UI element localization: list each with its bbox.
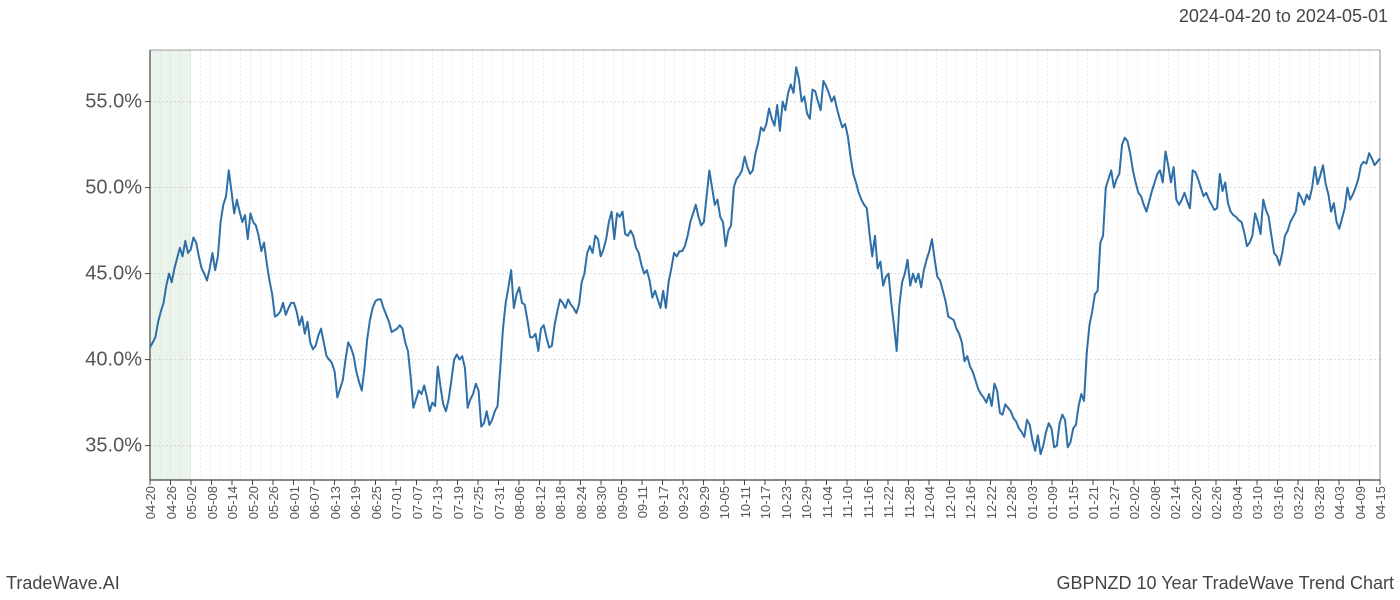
chart-plot-area (150, 50, 1380, 480)
x-axis-tick-label: 01-09 (1045, 486, 1060, 519)
x-axis-tick-label: 04-15 (1373, 486, 1388, 519)
x-axis-tick-label: 07-13 (430, 486, 445, 519)
x-axis-tick-label: 03-04 (1230, 486, 1245, 519)
x-axis-tick-label: 11-28 (902, 486, 917, 518)
x-axis-tick-label: 05-02 (184, 486, 199, 519)
x-axis-tick-label: 08-24 (574, 486, 589, 519)
x-axis-tick-label: 08-06 (512, 486, 527, 519)
x-axis-tick-label: 03-10 (1250, 486, 1265, 519)
x-axis-tick-label: 08-30 (594, 486, 609, 519)
x-axis-tick-label: 07-25 (471, 486, 486, 519)
x-axis-tick-label: 08-12 (533, 486, 548, 519)
x-axis-tick-label: 12-22 (984, 486, 999, 519)
x-axis-tick-label: 09-29 (697, 486, 712, 519)
y-axis-tick-label: 55.0% (85, 90, 142, 113)
x-axis-tick-label: 11-04 (820, 486, 835, 518)
x-axis-tick-label: 09-23 (676, 486, 691, 519)
x-axis-tick-label: 06-13 (328, 486, 343, 519)
x-axis-tick-label: 01-03 (1025, 486, 1040, 519)
x-axis-tick-label: 04-26 (164, 486, 179, 519)
y-axis-tick-label: 45.0% (85, 262, 142, 285)
x-axis-tick-label: 08-18 (553, 486, 568, 519)
x-axis-tick-label: 07-31 (492, 486, 507, 519)
x-axis-tick-label: 04-20 (143, 486, 158, 519)
y-axis-tick-label: 35.0% (85, 434, 142, 457)
x-axis-tick-label: 06-19 (348, 486, 363, 519)
x-axis-tick-label: 03-22 (1291, 486, 1306, 519)
x-axis-tick-label: 01-27 (1107, 486, 1122, 519)
x-axis-tick-label: 12-10 (943, 486, 958, 519)
x-axis-tick-label: 04-03 (1332, 486, 1347, 519)
x-axis-tick-label: 02-02 (1127, 486, 1142, 519)
footer-brand: TradeWave.AI (6, 573, 120, 594)
x-axis-tick-label: 10-11 (738, 486, 753, 518)
x-axis-tick-label: 01-21 (1086, 486, 1101, 519)
x-axis-tick-label: 07-07 (410, 486, 425, 519)
x-axis-tick-label: 07-01 (389, 486, 404, 519)
y-axis-tick-label: 40.0% (85, 348, 142, 371)
x-axis-tick-label: 06-07 (307, 486, 322, 519)
x-axis-tick-label: 05-20 (246, 486, 261, 519)
x-axis-tick-label: 02-14 (1168, 486, 1183, 519)
x-axis-tick-label: 02-26 (1209, 486, 1224, 519)
x-axis-tick-label: 10-05 (717, 486, 732, 519)
x-axis-tick-label: 05-26 (266, 486, 281, 519)
chart-svg (150, 50, 1380, 480)
x-axis-tick-label: 06-25 (369, 486, 384, 519)
x-axis-tick-label: 10-23 (779, 486, 794, 519)
chart-date-range: 2024-04-20 to 2024-05-01 (1179, 6, 1388, 27)
x-axis-tick-label: 11-16 (861, 486, 876, 518)
x-axis-tick-label: 06-01 (287, 486, 302, 519)
x-axis-tick-label: 03-16 (1271, 486, 1286, 519)
x-axis-tick-label: 09-05 (615, 486, 630, 519)
x-axis-tick-label: 05-14 (225, 486, 240, 519)
x-axis-tick-label: 01-15 (1066, 486, 1081, 519)
x-axis-tick-label: 03-28 (1312, 486, 1327, 519)
x-axis-tick-label: 12-04 (922, 486, 937, 519)
x-axis-tick-label: 09-11 (635, 486, 650, 518)
x-axis-tick-label: 09-17 (656, 486, 671, 519)
x-axis-tick-label: 05-08 (205, 486, 220, 519)
x-axis-tick-label: 10-17 (758, 486, 773, 519)
x-axis-tick-label: 12-16 (963, 486, 978, 519)
footer-chart-title: GBPNZD 10 Year TradeWave Trend Chart (1057, 573, 1395, 594)
x-axis-tick-label: 02-20 (1189, 486, 1204, 519)
x-axis-tick-label: 10-29 (799, 486, 814, 519)
x-axis-tick-label: 12-28 (1004, 486, 1019, 519)
x-axis-tick-label: 07-19 (451, 486, 466, 519)
x-axis-tick-label: 11-22 (881, 486, 896, 518)
x-axis-tick-label: 11-10 (840, 486, 855, 518)
x-axis-tick-label: 04-09 (1353, 486, 1368, 519)
y-axis-tick-label: 50.0% (85, 176, 142, 199)
x-axis-tick-label: 02-08 (1148, 486, 1163, 519)
